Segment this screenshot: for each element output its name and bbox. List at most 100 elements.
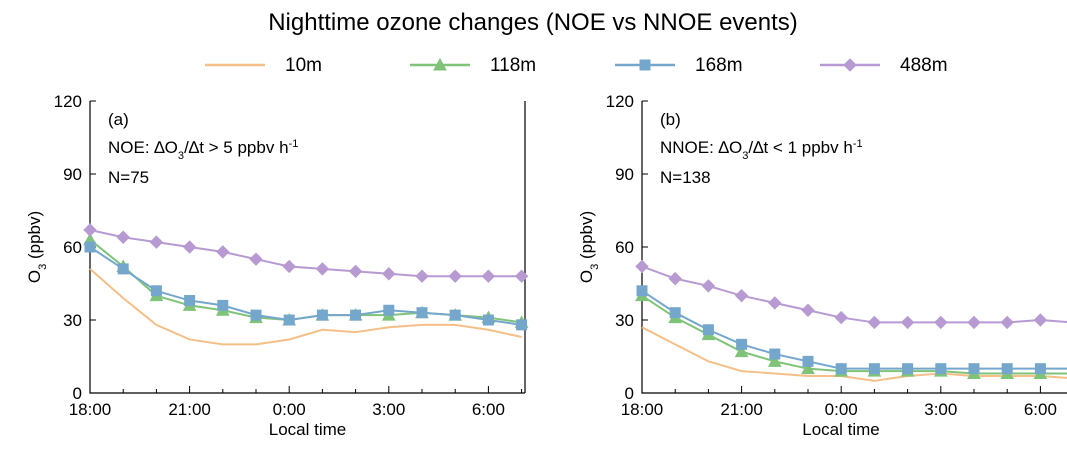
x-tick-label: 18:00 (69, 400, 112, 419)
marker (117, 263, 129, 275)
annotation: NOE: ∆O3/∆t > 5 ppbv h-1 (108, 138, 298, 162)
marker (249, 252, 263, 266)
marker (635, 259, 649, 274)
y-tick-label: 60 (63, 238, 82, 257)
annotation: NNOE: ∆O3/∆t < 1 ppbv h-1 (660, 138, 863, 162)
marker (514, 269, 529, 283)
series-line (641, 294, 1067, 375)
y-tick-label: 0 (73, 384, 82, 403)
marker (767, 354, 782, 367)
marker (83, 223, 97, 237)
series (83, 232, 529, 328)
marker (701, 279, 716, 293)
x-tick-label: 6:00 (1024, 400, 1057, 419)
x-axis-label: Local time (269, 420, 346, 439)
marker (182, 240, 197, 254)
annotation-part: 3 (742, 150, 748, 162)
marker (217, 299, 229, 311)
y-tick-label: 120 (606, 92, 634, 111)
marker (702, 324, 714, 336)
y-axis-label-part: O (25, 270, 44, 283)
marker (315, 262, 330, 276)
marker (801, 303, 815, 317)
marker (283, 314, 295, 326)
marker (801, 361, 815, 375)
marker (639, 59, 651, 71)
marker (934, 315, 948, 330)
marker (350, 309, 362, 321)
x-tick-label: 21:00 (720, 400, 763, 419)
marker (843, 58, 857, 72)
marker (669, 307, 681, 319)
marker (449, 309, 461, 321)
x-tick-label: 0:00 (273, 400, 306, 419)
marker (448, 269, 462, 283)
y-tick-label: 30 (63, 311, 82, 330)
y-tick-label: 90 (63, 165, 82, 184)
marker (348, 264, 363, 279)
count-label: N=138 (660, 168, 711, 187)
annotation-part: -1 (853, 138, 863, 150)
count-label: N=75 (108, 168, 149, 187)
series (83, 223, 529, 283)
marker (834, 310, 848, 325)
marker (415, 269, 429, 283)
panel-label: (b) (660, 110, 681, 129)
y-axis-label-part: 3 (37, 264, 49, 270)
series-line (641, 289, 1067, 370)
marker (1000, 315, 1014, 330)
marker (935, 363, 947, 375)
marker (734, 344, 749, 358)
marker (736, 338, 748, 350)
marker (184, 295, 196, 307)
y-axis-label: O3 (ppbv) (25, 211, 49, 283)
marker (769, 348, 781, 360)
legend-label: 168m (695, 55, 743, 76)
annotation-part: -1 (289, 138, 299, 150)
series (636, 285, 1067, 375)
annotation-part: NOE: ∆O (108, 138, 178, 157)
marker (316, 309, 328, 321)
marker (1033, 313, 1048, 327)
annotation-part: /∆t > 5 ppbv h (184, 138, 288, 157)
y-tick-label: 120 (54, 92, 82, 111)
marker (668, 271, 682, 286)
series-line (641, 326, 1067, 382)
x-tick-label: 21:00 (168, 400, 211, 419)
series (84, 241, 528, 331)
y-axis-label-part: O (577, 270, 596, 283)
legend-label: 118m (490, 55, 536, 76)
annotation-part: NNOE: ∆O (660, 138, 742, 157)
panel-label: (a) (108, 110, 129, 129)
x-tick-label: 3:00 (924, 400, 957, 419)
annotation-part: /∆t < 1 ppbv h (748, 138, 852, 157)
series (89, 268, 522, 346)
series (635, 259, 1067, 330)
x-tick-label: 0:00 (825, 400, 858, 419)
marker (835, 363, 847, 375)
marker (250, 309, 262, 321)
marker (902, 363, 914, 375)
legend-label: 10m (285, 55, 322, 76)
marker (383, 304, 395, 316)
annotation-part: 3 (178, 150, 184, 162)
figure-title: Nighttime ozone changes (NOE vs NNOE eve… (268, 9, 798, 36)
marker (1001, 363, 1013, 375)
y-tick-label: 60 (615, 238, 634, 257)
series-line (89, 268, 522, 346)
marker (84, 241, 96, 253)
series-line (89, 228, 522, 278)
legend-label: 488m (900, 55, 948, 76)
y-tick-label: 0 (625, 384, 634, 403)
series-line (641, 265, 1067, 324)
series-line (89, 246, 522, 326)
marker (967, 315, 981, 330)
marker (150, 285, 162, 297)
y-axis-label-part: 3 (589, 264, 601, 270)
marker (382, 267, 396, 281)
y-axis-label-part: (ppbv) (25, 211, 44, 264)
x-tick-label: 18:00 (621, 400, 664, 419)
marker (482, 314, 494, 326)
x-tick-label: 3:00 (372, 400, 405, 419)
